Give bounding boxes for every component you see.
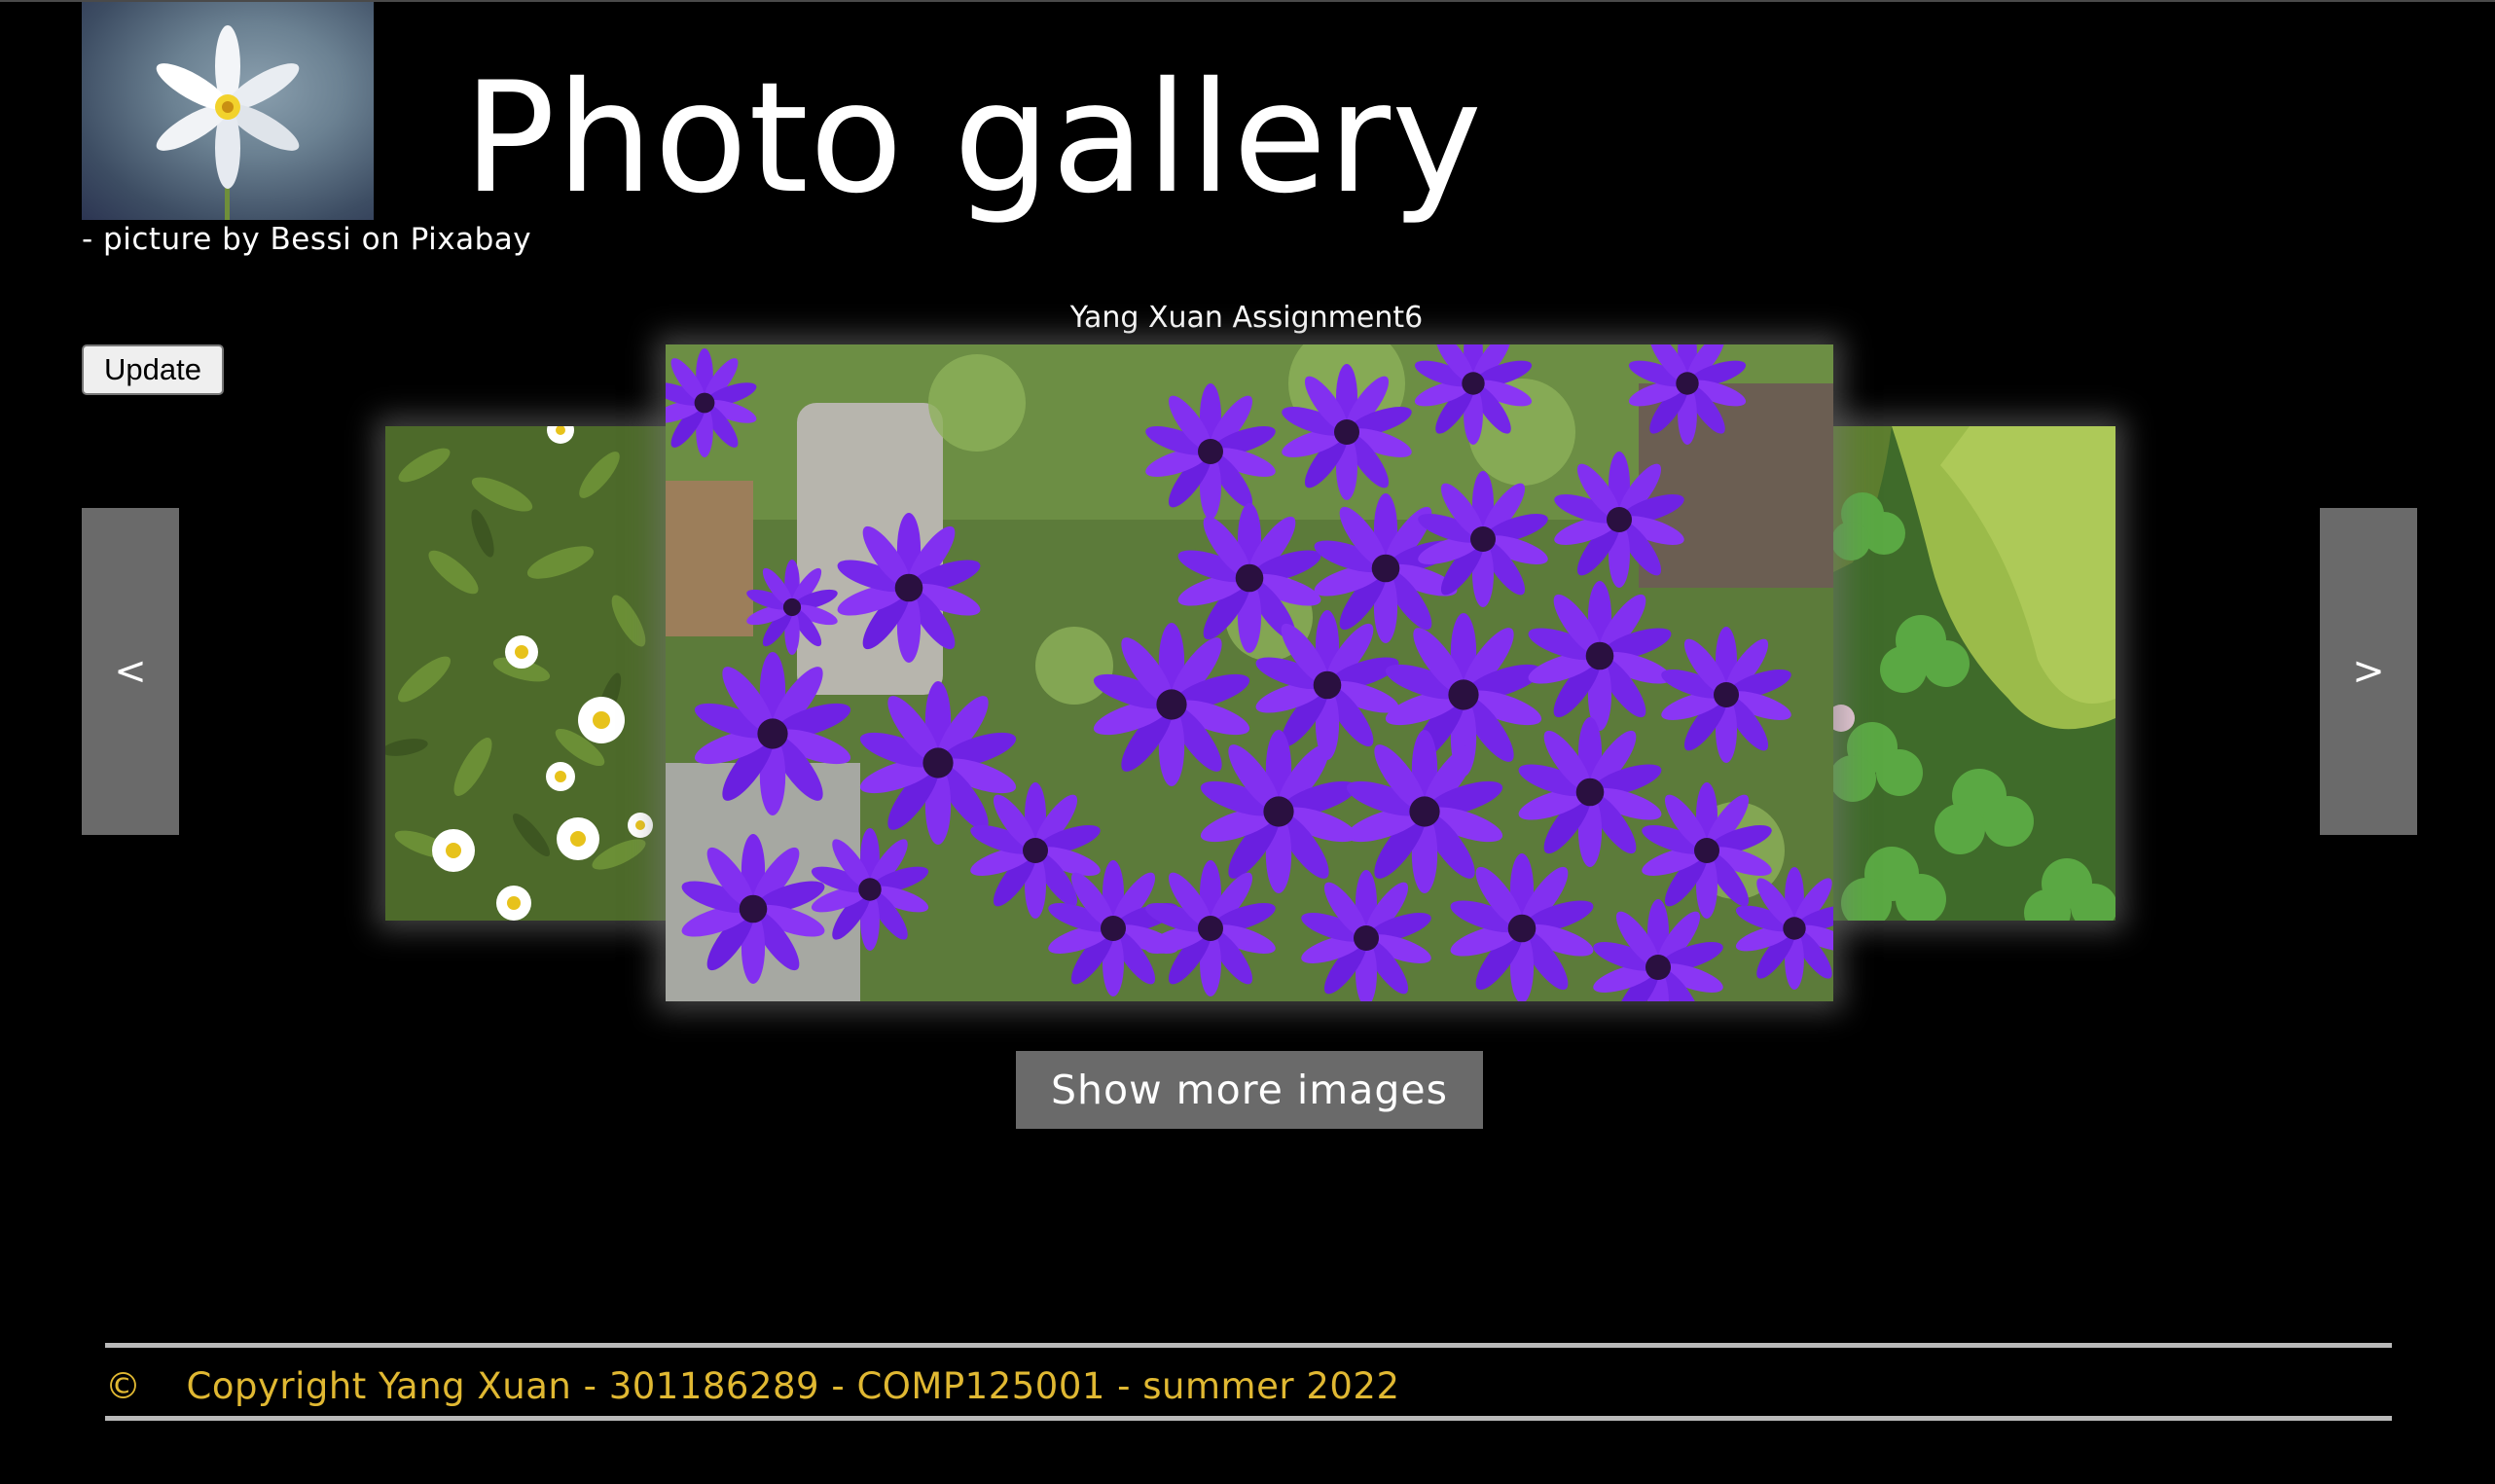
next-slide-button[interactable]: > xyxy=(2320,508,2417,835)
image-credit: - picture by Bessi on Pixabay xyxy=(82,222,532,257)
footer-bottom-rule xyxy=(105,1416,2392,1421)
footer-copyright-text: Copyright Yang Xuan - 301186289 - COMP12… xyxy=(186,1364,1400,1407)
copyright-icon: © xyxy=(105,1364,142,1407)
gallery-slide-center[interactable] xyxy=(666,344,1833,1001)
show-more-images-button[interactable]: Show more images xyxy=(1016,1051,1483,1129)
gallery-slide-right[interactable] xyxy=(1833,426,2115,921)
moss-clover-photo xyxy=(1833,426,2115,921)
chevron-left-icon: < xyxy=(114,649,147,694)
page-title: Photo gallery xyxy=(463,50,1483,228)
chevron-right-icon: > xyxy=(2352,649,2385,694)
footer: © Copyright Yang Xuan - 301186289 - COMP… xyxy=(105,1358,1399,1413)
purple-flowers-photo xyxy=(666,344,1833,1001)
daisies-photo xyxy=(385,426,668,921)
gallery-subtitle: Yang Xuan Assignment6 xyxy=(1069,301,1424,335)
logo-image xyxy=(82,2,374,220)
gallery-slide-left[interactable] xyxy=(385,426,668,921)
narcissus-flower-icon xyxy=(156,25,300,220)
footer-top-rule xyxy=(105,1343,2392,1348)
update-button[interactable]: Update xyxy=(82,344,224,395)
prev-slide-button[interactable]: < xyxy=(82,508,179,835)
